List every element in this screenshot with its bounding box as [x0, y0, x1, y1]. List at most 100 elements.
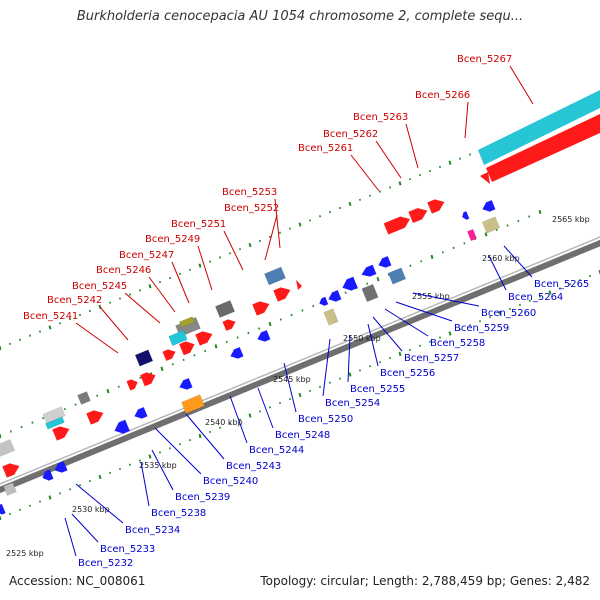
- forward-label-leader: [75, 322, 119, 354]
- reverse-gene-arrow[interactable]: [328, 290, 342, 302]
- forward-label-leader: [350, 154, 380, 192]
- scale-tick: [298, 222, 302, 227]
- gene-box[interactable]: [0, 439, 16, 457]
- gene-box[interactable]: [3, 482, 17, 496]
- scale-tick: [448, 160, 452, 165]
- reverse-gene-arrow[interactable]: [378, 256, 392, 268]
- scale-tick: [498, 310, 502, 316]
- forward-gene-arrow[interactable]: [480, 172, 490, 184]
- cyan-feature-band[interactable]: [478, 90, 600, 165]
- forward-gene-arrow[interactable]: [252, 301, 270, 316]
- forward-gene-arrow[interactable]: [126, 379, 138, 391]
- forward-gene-arrow[interactable]: [140, 372, 156, 387]
- reverse-gene-label: Bcen_5243: [226, 461, 281, 472]
- forward-label-leader: [464, 101, 469, 139]
- forward-label-leader: [223, 230, 244, 271]
- reverse-gene-arrow[interactable]: [482, 200, 496, 212]
- reverse-gene-label: Bcen_5265: [534, 279, 589, 290]
- reverse-gene-arrow[interactable]: [361, 264, 377, 277]
- reverse-gene-arrow[interactable]: [54, 461, 68, 473]
- accession-text: Accession: NC_008061: [9, 574, 146, 588]
- reverse-label-leader: [503, 245, 533, 278]
- forward-gene-label: Bcen_5242: [47, 295, 102, 306]
- reverse-gene-arrow[interactable]: [319, 296, 329, 306]
- reverse-label-leader: [384, 308, 429, 337]
- reverse-label-leader: [75, 483, 124, 524]
- forward-gene-label: Bcen_5267: [457, 54, 512, 65]
- reverse-gene-arrow[interactable]: [342, 276, 358, 291]
- red-feature-band[interactable]: [486, 114, 600, 182]
- forward-gene-arrow[interactable]: [222, 319, 236, 331]
- forward-gene-arrow[interactable]: [383, 216, 410, 235]
- gene-box[interactable]: [181, 394, 205, 414]
- gene-box[interactable]: [361, 283, 379, 303]
- forward-label-leader: [509, 65, 534, 105]
- forward-gene-arrow[interactable]: [52, 426, 70, 441]
- reverse-gene-label: Bcen_5258: [430, 338, 485, 349]
- forward-gene-label: Bcen_5245: [72, 281, 127, 292]
- scale-label: 2540 kbp: [205, 418, 243, 427]
- reverse-label-leader: [347, 334, 351, 383]
- gene-box[interactable]: [42, 406, 66, 424]
- reverse-gene-arrow[interactable]: [179, 378, 193, 390]
- gene-box[interactable]: [323, 308, 339, 326]
- scale-tick: [106, 389, 110, 394]
- reverse-label-leader: [488, 255, 507, 291]
- reverse-gene-arrow[interactable]: [230, 347, 244, 359]
- gene-box[interactable]: [168, 329, 188, 347]
- gene-box[interactable]: [214, 300, 236, 318]
- forward-gene-label: Bcen_5251: [171, 219, 226, 230]
- reverse-gene-arrow[interactable]: [257, 330, 271, 342]
- reverse-gene-arrow[interactable]: [114, 419, 130, 434]
- reverse-gene-label: Bcen_5232: [78, 558, 133, 569]
- scale-tick: [0, 345, 2, 351]
- forward-gene-arrow[interactable]: [86, 410, 104, 425]
- gene-box[interactable]: [45, 416, 65, 430]
- scale-tick: [214, 344, 218, 349]
- scale-tick: [538, 209, 542, 215]
- forward-gene-label: Bcen_5252: [224, 203, 279, 214]
- forward-gene-arrow[interactable]: [408, 208, 428, 223]
- scale-tick: [48, 325, 52, 330]
- reverse-label-leader: [71, 513, 99, 543]
- reverse-gene-label: Bcen_5233: [100, 544, 155, 555]
- reverse-gene-arrow[interactable]: [462, 211, 470, 220]
- gene-box[interactable]: [134, 349, 154, 367]
- scale-tick: [298, 392, 302, 398]
- reverse-label-leader: [412, 292, 480, 307]
- reverse-label-leader: [395, 301, 453, 322]
- forward-gene-arrow[interactable]: [427, 199, 445, 214]
- forward-gene-arrow[interactable]: [162, 349, 176, 361]
- forward-gene-arrow[interactable]: [2, 463, 20, 478]
- gene-box[interactable]: [179, 316, 195, 328]
- gene-box[interactable]: [264, 266, 286, 286]
- forward-gene-arrow[interactable]: [195, 331, 213, 346]
- gene-box[interactable]: [466, 228, 478, 242]
- forward-label-leader: [148, 276, 176, 313]
- gene-box[interactable]: [387, 267, 407, 285]
- reverse-gene-arrow[interactable]: [0, 503, 6, 515]
- gene-box[interactable]: [481, 216, 501, 234]
- forward-gene-label: Bcen_5246: [96, 265, 151, 276]
- forward-label-leader: [99, 306, 129, 341]
- forward-label-leader: [197, 245, 213, 291]
- scale-tick: [268, 321, 272, 327]
- gene-box[interactable]: [77, 391, 91, 405]
- reverse-gene-arrow[interactable]: [42, 469, 54, 481]
- forward-gene-arrow[interactable]: [296, 280, 302, 290]
- forward-gene-arrow[interactable]: [273, 287, 291, 302]
- forward-gene-arrow[interactable]: [179, 341, 195, 356]
- scale-tick: [398, 351, 402, 357]
- inner-scale-ruler: [0, 269, 600, 521]
- reverse-gene-label: Bcen_5250: [298, 414, 353, 425]
- reverse-gene-arrow[interactable]: [134, 407, 148, 419]
- reverse-gene-label: Bcen_5240: [203, 476, 258, 487]
- forward-feature-ruler: [0, 209, 542, 439]
- scale-tick: [348, 201, 352, 207]
- reverse-gene-label: Bcen_5256: [380, 368, 435, 379]
- backbone-line: [0, 239, 600, 494]
- sequence-title: Burkholderia cenocepacia AU 1054 chromos…: [76, 9, 524, 24]
- reverse-label-leader: [185, 413, 225, 460]
